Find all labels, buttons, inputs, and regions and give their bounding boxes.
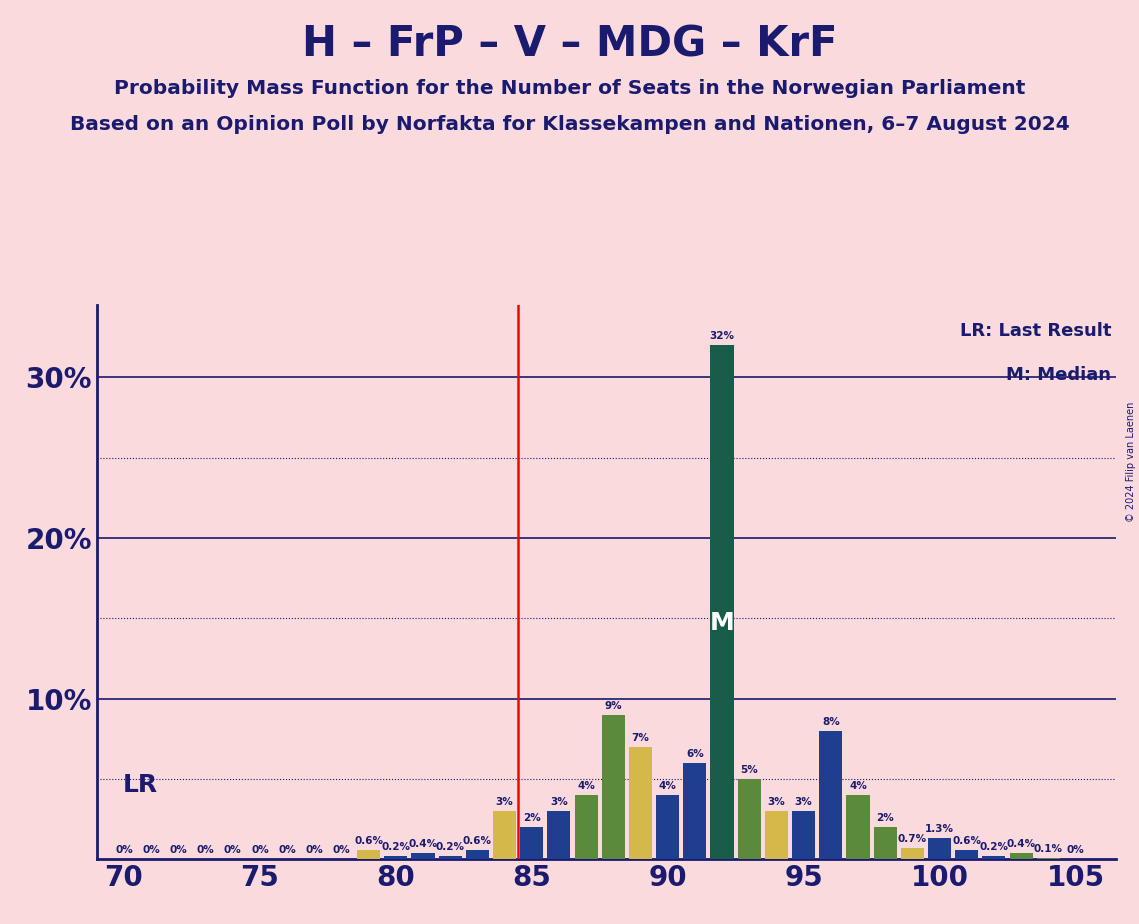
Bar (738, 779, 761, 859)
Text: LR: Last Result: LR: Last Result (960, 322, 1112, 339)
Bar (548, 811, 571, 859)
Text: 0.4%: 0.4% (409, 839, 437, 849)
Text: 0%: 0% (333, 845, 351, 856)
Text: 4%: 4% (658, 781, 677, 791)
Text: 0%: 0% (251, 845, 269, 856)
Text: 6%: 6% (686, 748, 704, 759)
Text: 5%: 5% (740, 765, 759, 775)
Bar (439, 857, 461, 859)
Text: 32%: 32% (710, 331, 735, 341)
Text: 0%: 0% (224, 845, 241, 856)
Text: 0%: 0% (115, 845, 133, 856)
Text: LR: LR (122, 773, 157, 797)
Bar (601, 714, 625, 859)
Text: Probability Mass Function for the Number of Seats in the Norwegian Parliament: Probability Mass Function for the Number… (114, 79, 1025, 98)
Bar (656, 795, 679, 859)
Bar (1036, 857, 1059, 859)
Bar (493, 811, 516, 859)
Text: 2%: 2% (876, 813, 894, 823)
Bar (928, 838, 951, 859)
Bar (819, 731, 843, 859)
Bar (384, 857, 408, 859)
Text: 0.7%: 0.7% (898, 834, 927, 844)
Bar (846, 795, 869, 859)
Text: 4%: 4% (849, 781, 867, 791)
Text: H – FrP – V – MDG – KrF: H – FrP – V – MDG – KrF (302, 23, 837, 65)
Text: M: Median: M: Median (1006, 366, 1112, 383)
Bar (901, 848, 924, 859)
Bar (629, 747, 652, 859)
Text: 0.2%: 0.2% (436, 842, 465, 852)
Text: 3%: 3% (550, 797, 568, 807)
Text: 0.6%: 0.6% (354, 835, 383, 845)
Text: 0%: 0% (1066, 845, 1084, 856)
Text: 0.2%: 0.2% (980, 842, 1008, 852)
Text: 0%: 0% (142, 845, 161, 856)
Bar (466, 850, 489, 859)
Bar (358, 850, 380, 859)
Text: © 2024 Filip van Laenen: © 2024 Filip van Laenen (1126, 402, 1136, 522)
Text: 0.6%: 0.6% (462, 835, 492, 845)
Bar (765, 811, 788, 859)
Text: 0%: 0% (278, 845, 296, 856)
Bar (1009, 853, 1033, 859)
Bar (956, 850, 978, 859)
Text: 0.2%: 0.2% (382, 842, 410, 852)
Text: 2%: 2% (523, 813, 541, 823)
Text: 1.3%: 1.3% (925, 824, 954, 834)
Text: 0%: 0% (197, 845, 214, 856)
Text: 7%: 7% (631, 733, 649, 743)
Bar (683, 763, 706, 859)
Bar (521, 827, 543, 859)
Text: 3%: 3% (795, 797, 812, 807)
Text: 0.6%: 0.6% (952, 835, 981, 845)
Bar (874, 827, 896, 859)
Text: 3%: 3% (768, 797, 785, 807)
Text: 0%: 0% (170, 845, 187, 856)
Bar (574, 795, 598, 859)
Text: 0%: 0% (305, 845, 323, 856)
Text: 0.1%: 0.1% (1034, 844, 1063, 854)
Bar (982, 857, 1006, 859)
Text: M: M (710, 611, 735, 635)
Bar (411, 853, 435, 859)
Bar (792, 811, 816, 859)
Bar (711, 345, 734, 859)
Text: 3%: 3% (495, 797, 514, 807)
Text: 0.4%: 0.4% (1007, 839, 1035, 849)
Text: 9%: 9% (605, 700, 622, 711)
Text: 4%: 4% (577, 781, 595, 791)
Text: 8%: 8% (822, 717, 839, 727)
Text: Based on an Opinion Poll by Norfakta for Klassekampen and Nationen, 6–7 August 2: Based on an Opinion Poll by Norfakta for… (69, 116, 1070, 135)
